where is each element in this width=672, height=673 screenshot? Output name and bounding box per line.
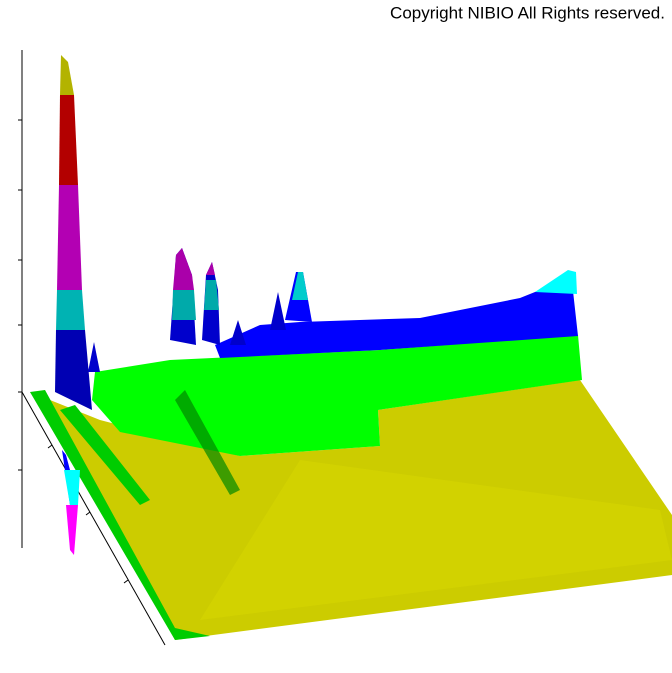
peak-band [59, 95, 78, 185]
surface-cyan [535, 270, 577, 294]
peak [172, 290, 196, 320]
tick [47, 444, 53, 449]
ridge [175, 390, 240, 495]
peak [173, 248, 194, 290]
peak-band [55, 330, 92, 410]
peak-band [60, 55, 74, 95]
tall-peak [55, 55, 92, 555]
peak-band [57, 185, 82, 290]
peak-reflection [66, 505, 78, 555]
axes [18, 50, 166, 646]
peak-top [292, 272, 308, 300]
peak [88, 342, 100, 372]
peak-band [56, 290, 85, 330]
peak-reflection [64, 470, 80, 505]
peak [204, 280, 219, 310]
depth-axis [21, 391, 166, 646]
peak [270, 292, 286, 330]
copyright: Copyright NIBIO All Rights reserved. [390, 3, 665, 22]
surface-blue [215, 282, 578, 358]
tick [123, 579, 129, 584]
secondary-peaks [88, 248, 286, 495]
peak [230, 320, 246, 345]
surface-green [92, 335, 582, 456]
ridge [60, 405, 150, 505]
peak [206, 262, 215, 275]
surface-highlight [200, 460, 672, 620]
tick [85, 511, 91, 516]
front-strip [30, 390, 210, 640]
